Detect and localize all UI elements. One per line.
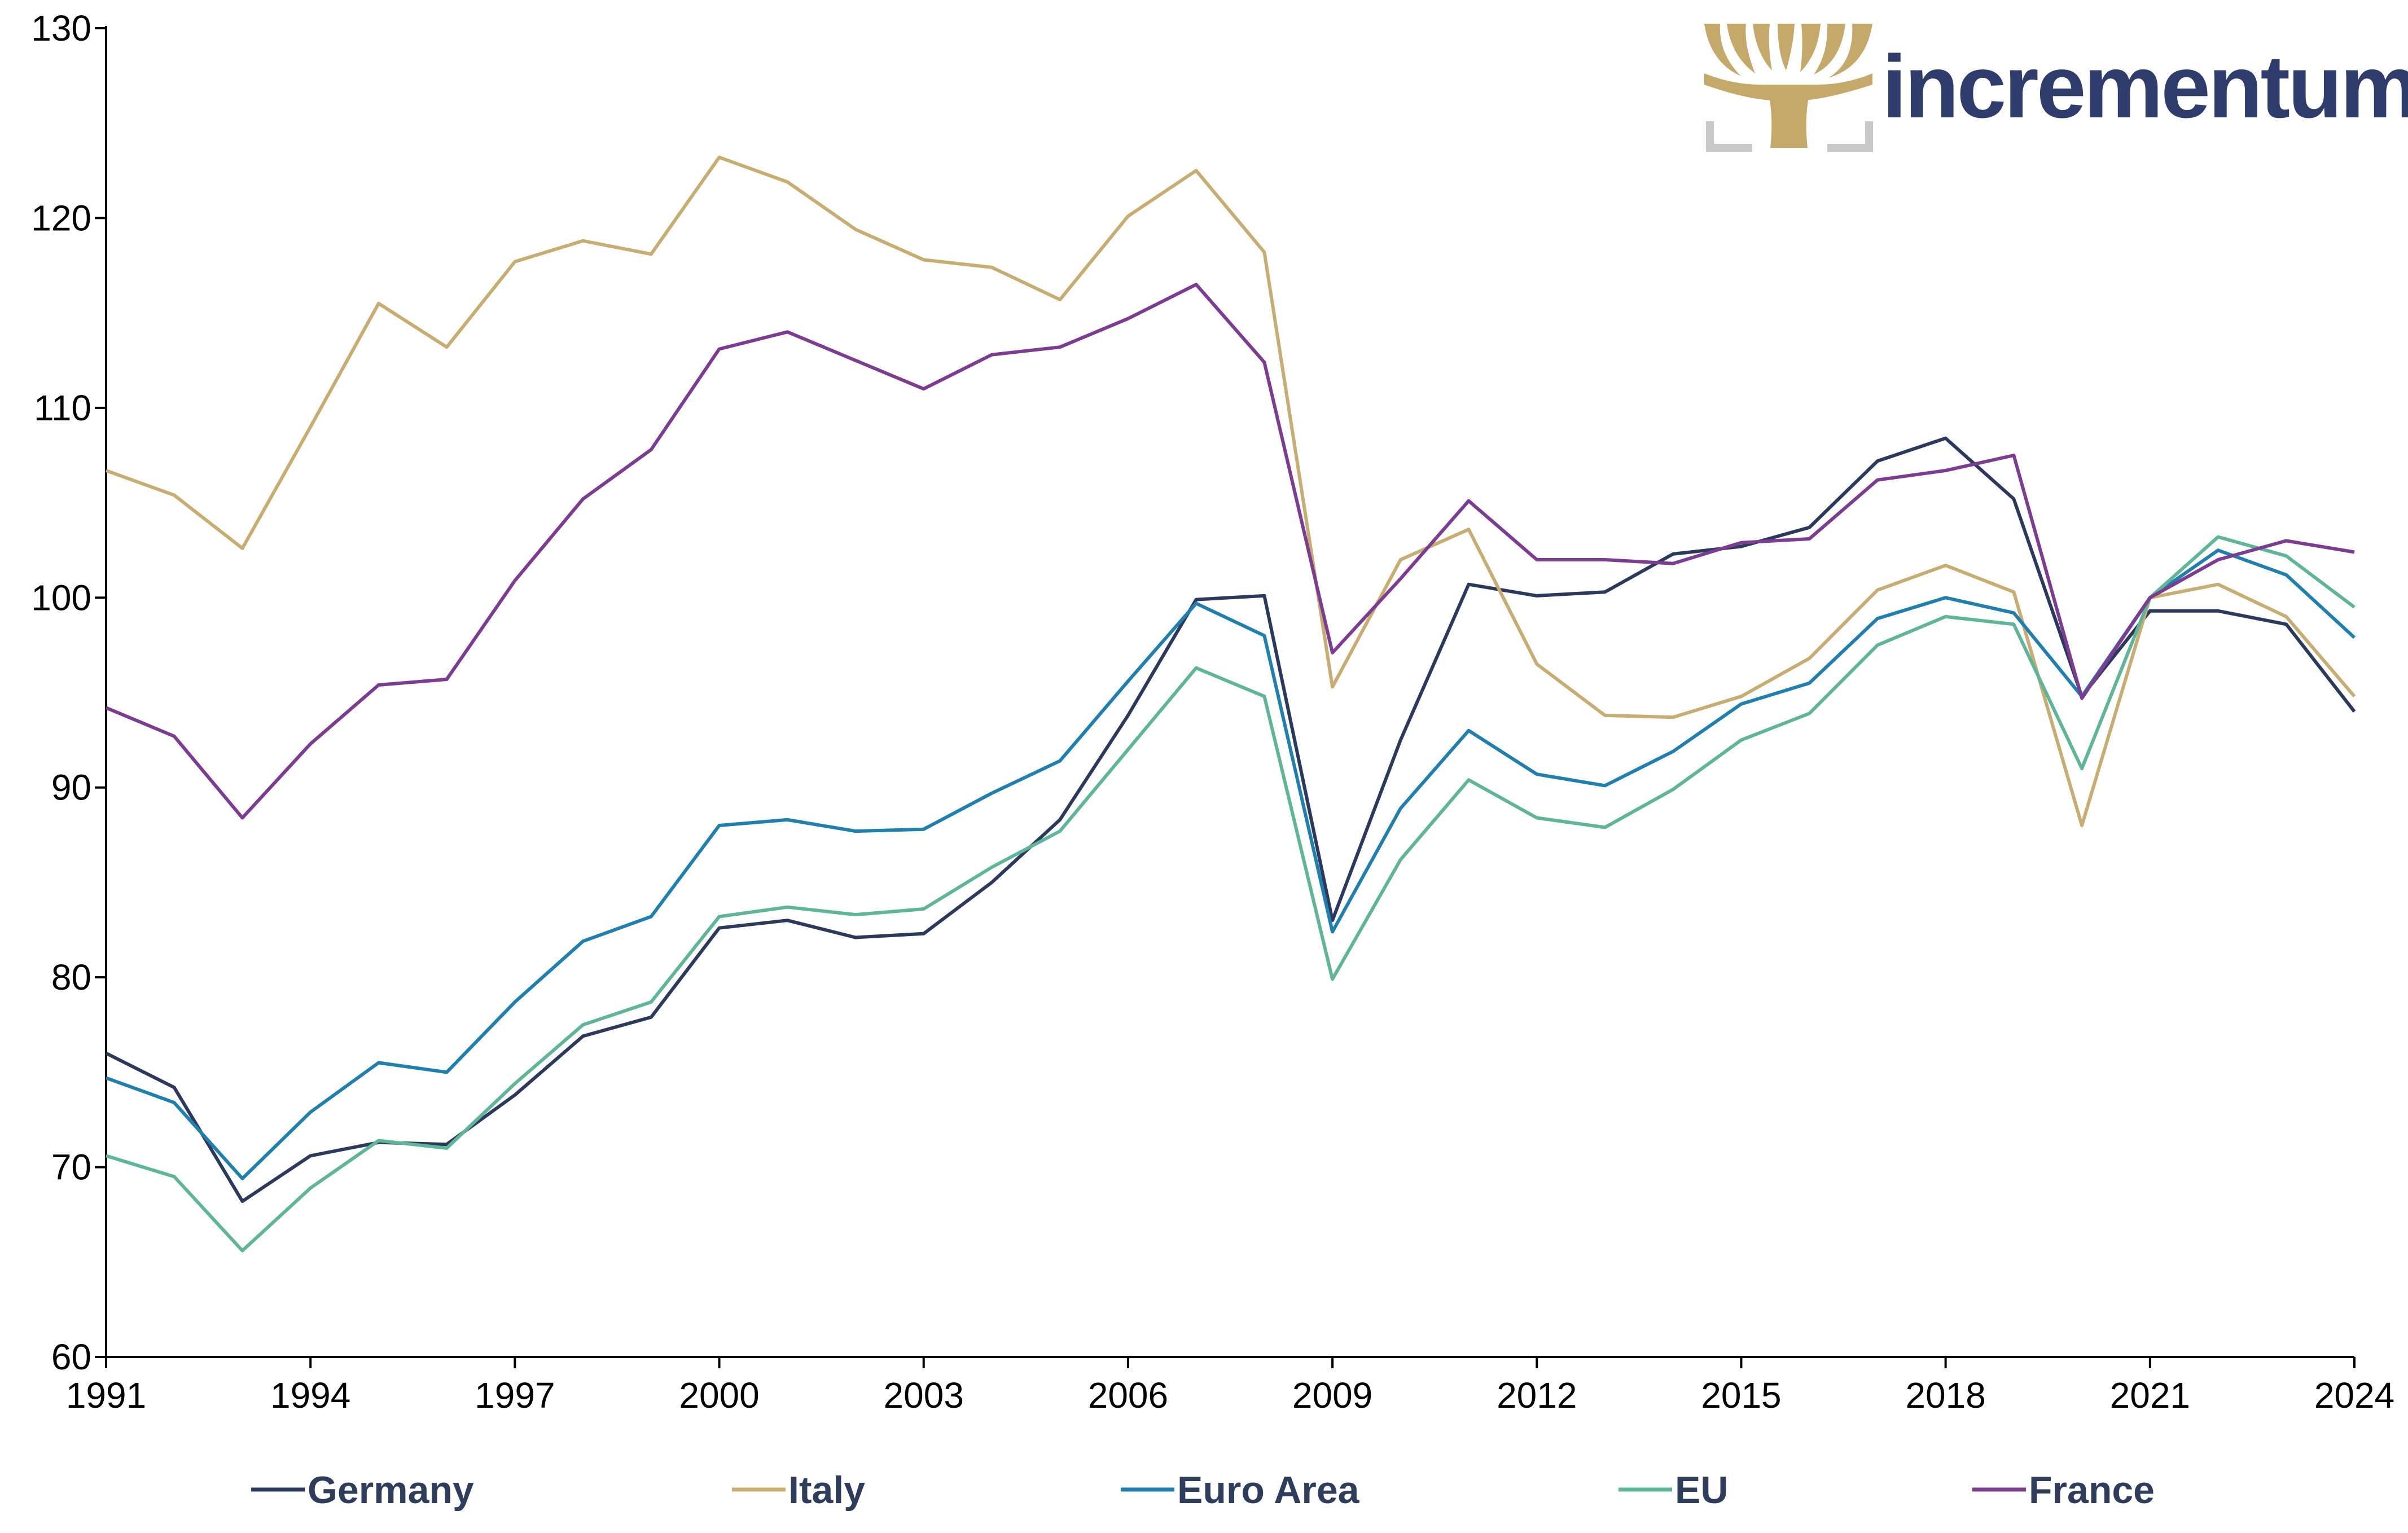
legend-label-germany: Germany [308,1469,474,1512]
y-tick-label: 60 [51,1337,91,1377]
axes: 60 70 80 90 100 110 120 130 1991 1994 1997 2000 2003… [31,8,2394,1416]
series-line-euro-area [105,548,2356,1180]
brand-logo: incrementum [1704,24,2408,152]
brand-name: incrementum [1882,37,2408,137]
x-tick-label: 2000 [679,1375,759,1416]
legend: Germany Italy Euro Area EU France [251,1469,2155,1512]
x-tick-label: 2006 [1088,1375,1168,1416]
x-tick-label: 2009 [1292,1375,1372,1416]
y-tick-label: 110 [34,388,91,428]
series-line-italy [105,155,2356,827]
legend-label-eu: EU [1675,1469,1728,1512]
x-tick-label: 2012 [1497,1375,1577,1416]
y-tick-label: 90 [51,767,91,808]
y-tick-label: 120 [31,197,91,238]
series-layer [105,155,2356,1253]
legend-label-italy: Italy [788,1469,865,1512]
legend-label-france: France [2029,1469,2155,1512]
y-tick-label: 130 [31,8,91,49]
series-line-eu [106,535,2356,1253]
y-tick-label: 70 [51,1147,91,1188]
y-tick-label: 100 [31,577,91,618]
series-line-france [105,283,2355,820]
x-tick-label: 2021 [2110,1375,2190,1416]
x-tick-label: 2024 [2314,1375,2394,1416]
x-tick-label: 2018 [1905,1375,1985,1416]
x-tick-label: 2015 [1701,1375,1781,1416]
series-line-germany [105,436,2356,1203]
x-tick-label: 1994 [270,1375,350,1416]
y-tick-label: 80 [51,957,91,998]
x-tick-label: 1997 [475,1375,555,1416]
x-tick-label: 2003 [884,1375,964,1416]
tree-icon [1704,24,1873,152]
x-tick-label: 1991 [66,1375,146,1416]
legend-label-euro-area: Euro Area [1177,1469,1360,1512]
